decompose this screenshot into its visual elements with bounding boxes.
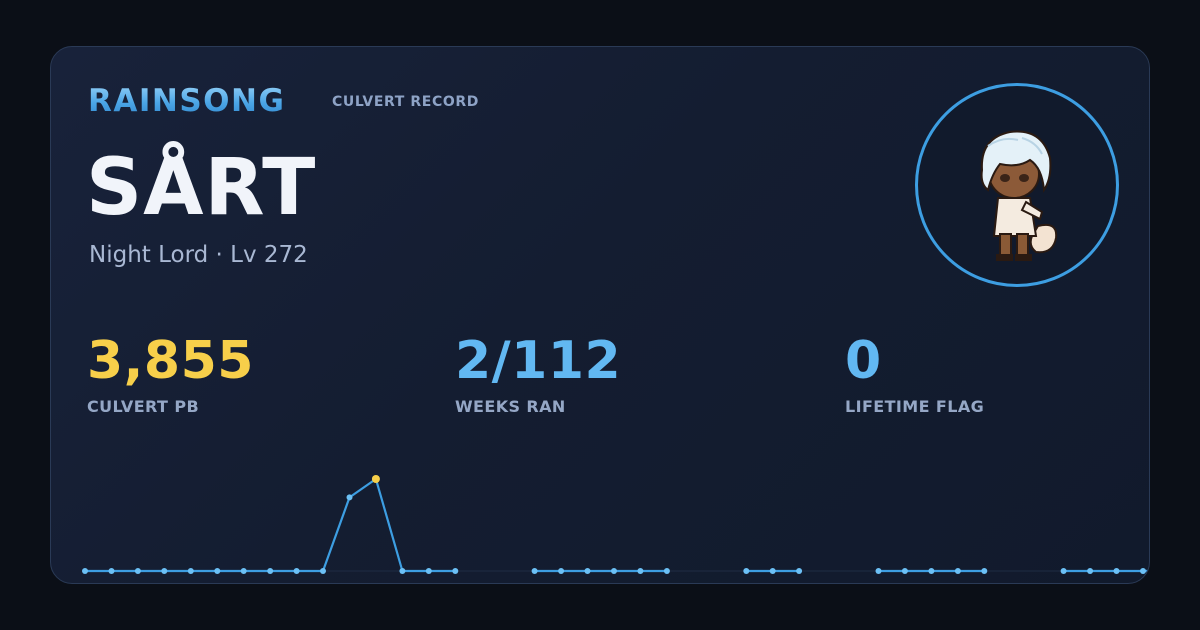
stat-lifetime-flag-value: 0	[845, 331, 882, 391]
chart-point	[1060, 568, 1067, 574]
stat-culvert-pb-label: CULVERT PB	[87, 397, 200, 416]
chart-point	[267, 568, 274, 574]
chart-point	[1140, 568, 1146, 574]
chart-point	[187, 568, 194, 574]
character-avatar	[915, 83, 1119, 287]
chart-point	[214, 568, 221, 574]
chart-point	[82, 568, 88, 574]
chart-point	[611, 568, 617, 574]
character-name: SÅRT	[86, 143, 317, 233]
stat-weeks-ran-label: WEEKS RAN	[455, 397, 566, 416]
stat-weeks-ran-value: 2/112	[455, 331, 622, 391]
culvert-record-card: RAINSONG CULVERT RECORD SÅRT Night Lord …	[50, 46, 1150, 584]
chart-point	[320, 568, 326, 574]
chart-point	[346, 494, 353, 501]
character-avatar-icon	[980, 130, 1058, 261]
stat-lifetime-flag: 0 LIFETIME FLAG	[845, 331, 984, 417]
stat-culvert-pb: 3,855 CULVERT PB	[87, 331, 254, 417]
chart-point	[981, 568, 988, 574]
chart-point	[1087, 568, 1094, 574]
chart-point	[108, 568, 115, 574]
chart-point	[425, 568, 432, 574]
stat-weeks-ran: 2/112 WEEKS RAN	[455, 331, 621, 417]
chart-point	[663, 568, 670, 574]
chart-point	[769, 568, 776, 574]
chart-point	[584, 568, 591, 574]
chart-point	[875, 568, 882, 574]
record-subtitle: CULVERT RECORD	[332, 94, 479, 110]
chart-point	[954, 568, 961, 574]
chart-point	[796, 568, 803, 574]
chart-point	[928, 568, 935, 574]
chart-point	[743, 568, 750, 574]
chart-point	[134, 568, 141, 574]
chart-point	[161, 568, 168, 574]
chart-point	[293, 568, 300, 574]
culvert-score-chart	[82, 475, 1149, 574]
chart-point	[558, 568, 565, 574]
chart-point	[240, 568, 247, 574]
brand-title: RAINSONG	[88, 83, 286, 119]
chart-point	[399, 568, 406, 574]
chart-point	[1113, 568, 1120, 574]
character-class-level: Night Lord · Lv 272	[89, 242, 308, 268]
chart-point	[531, 568, 538, 574]
chart-pb-point	[371, 475, 380, 483]
chart-series-line	[85, 477, 456, 573]
stat-culvert-pb-value: 3,855	[87, 331, 254, 391]
stat-lifetime-flag-label: LIFETIME FLAG	[845, 397, 985, 416]
chart-point	[637, 568, 644, 574]
chart-point	[901, 568, 908, 574]
chart-point	[452, 568, 459, 574]
